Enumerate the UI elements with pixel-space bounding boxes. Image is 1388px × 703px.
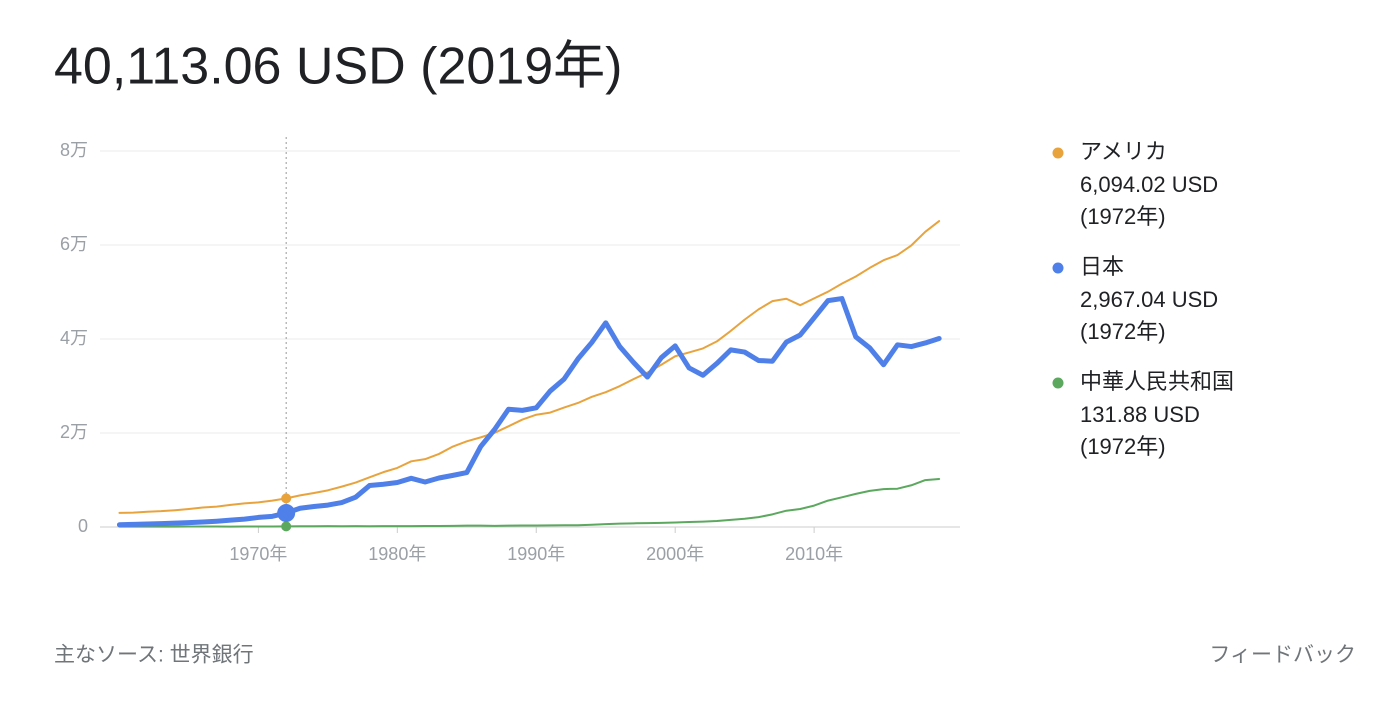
y-tick-label: 4万 bbox=[60, 328, 88, 348]
feedback-link[interactable]: フィードバック bbox=[1209, 644, 1356, 667]
x-tick-label: 1980年 bbox=[368, 544, 426, 564]
legend-label: 日本 bbox=[1080, 254, 1124, 279]
series-line bbox=[118, 477, 941, 528]
legend-label: 中華人民共和国 bbox=[1080, 369, 1234, 394]
legend-marker bbox=[1052, 147, 1064, 159]
series-line bbox=[116, 296, 942, 528]
source: 主なソース: 世界銀行 bbox=[54, 644, 254, 667]
hover-point bbox=[277, 504, 296, 523]
legend-value: 2,967.04 USD bbox=[1080, 287, 1218, 312]
legend-value: 131.88 USD bbox=[1080, 402, 1200, 427]
y-tick-label: 8万 bbox=[60, 140, 88, 160]
x-tick-label: 1990年 bbox=[507, 544, 565, 564]
chart-title: 40,113.06 USD (2019年) bbox=[54, 38, 622, 96]
hover-point bbox=[281, 493, 292, 504]
hover-point bbox=[281, 521, 292, 532]
legend-marker bbox=[1052, 377, 1064, 389]
legend-period: (1972年) bbox=[1080, 319, 1166, 344]
x-tick-label: 2000年 bbox=[646, 544, 704, 564]
series-line bbox=[118, 220, 941, 514]
legend-marker bbox=[1052, 262, 1064, 274]
y-tick-label: 6万 bbox=[60, 234, 88, 254]
y-tick-label: 2万 bbox=[60, 422, 88, 442]
legend-period: (1972年) bbox=[1080, 204, 1166, 229]
x-tick-label: 2010年 bbox=[785, 544, 843, 564]
y-tick-label: 0 bbox=[78, 516, 88, 536]
legend-value: 6,094.02 USD bbox=[1080, 172, 1218, 197]
legend-label: アメリカ bbox=[1080, 139, 1167, 164]
legend-period: (1972年) bbox=[1080, 434, 1166, 459]
x-tick-label: 1970年 bbox=[229, 544, 287, 564]
